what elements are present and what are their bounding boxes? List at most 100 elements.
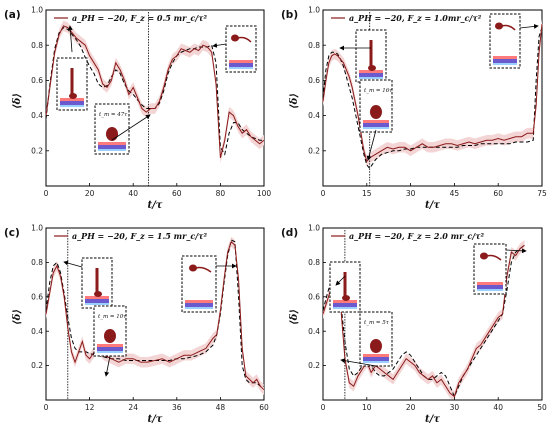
x-tick-label: 10 xyxy=(362,403,372,412)
inset-arrow xyxy=(519,24,539,29)
x-tick-label: 30 xyxy=(450,403,460,412)
snapshot-inset xyxy=(63,257,113,309)
x-tick-label: 0 xyxy=(44,403,49,412)
panel-c: 0 12 24 36 48 60 0.2 0.4 0.6 0.8 1.0 t/τ ⟨δ⟩ (c) a_PH … xyxy=(4,224,269,425)
y-tick-label: 0.6 xyxy=(31,76,43,85)
x-tick-label: 40 xyxy=(493,403,503,412)
snapshot-inset xyxy=(56,25,88,111)
x-tick-label: 36 xyxy=(172,403,182,412)
legend-text: a_PH = −20, F_z = 1.5 mr_c/τ² xyxy=(72,231,207,241)
substrate-layer xyxy=(85,299,109,303)
y-tick-label: 0.6 xyxy=(308,292,320,301)
substrate-layer xyxy=(185,303,213,307)
x-tick-label: 75 xyxy=(537,189,547,198)
inset-arrow xyxy=(340,358,377,367)
droplet-tail xyxy=(486,254,502,261)
snapshot-inset: t_m = 47τ xyxy=(94,103,151,155)
substrate-top-layer xyxy=(229,60,253,63)
substrate-bottom-layer xyxy=(477,289,503,291)
y-tick-label: 0.4 xyxy=(31,111,43,120)
x-tick-label: 0 xyxy=(321,403,326,412)
droplet-blob xyxy=(370,339,382,353)
droplet-column xyxy=(95,268,99,294)
substrate-top-layer xyxy=(98,142,126,145)
y-tick-label: 0.4 xyxy=(308,111,320,120)
substrate-top-layer xyxy=(363,120,389,123)
droplet-foot xyxy=(69,93,77,99)
substrate-layer xyxy=(97,347,123,351)
x-tick-label: 24 xyxy=(128,403,138,412)
substrate-layer xyxy=(363,123,389,127)
substrate-bottom-layer xyxy=(333,307,357,309)
x-tick-label: 45 xyxy=(450,189,460,198)
inset-arrow xyxy=(366,129,377,161)
y-axis-label: ⟨δ⟩ xyxy=(12,309,23,325)
x-axis-label: t/τ xyxy=(148,200,163,211)
legend-text: a_PH = −20, F_z = 0.5 mr_c/τ² xyxy=(72,13,207,23)
inset-time-label: t_m = 10τ xyxy=(98,314,127,320)
droplet-head xyxy=(189,264,197,272)
y-tick-label: 0.2 xyxy=(31,361,43,370)
series-sim-line xyxy=(322,24,543,163)
snapshot-inset xyxy=(339,29,387,83)
snapshot-inset: t_m = 10τ xyxy=(93,305,127,377)
droplet-head xyxy=(495,22,503,30)
inset-arrow xyxy=(67,25,73,53)
x-tick-label: 40 xyxy=(128,189,138,198)
substrate-layer xyxy=(493,59,517,63)
x-tick-label: 0 xyxy=(321,189,326,198)
snapshot-inset xyxy=(212,25,257,73)
panel-a: 0 20 40 60 80 100 0.2 0.4 0.6 0.8 1.0 t/τ ⟨δ⟩ (a) a_PH… xyxy=(4,6,271,211)
series-model-line xyxy=(45,239,264,387)
legend-text: a_PH = −20, F_z = 2.0 mr_c/τ² xyxy=(349,231,484,241)
substrate-bottom-layer xyxy=(359,77,383,79)
y-axis-label: ⟨δ⟩ xyxy=(289,93,300,109)
x-tick-label: 50 xyxy=(537,403,547,412)
x-tick-label: 0 xyxy=(44,189,49,198)
y-tick-label: 0.2 xyxy=(31,146,43,155)
snapshot-inset xyxy=(181,255,237,313)
x-tick-label: 60 xyxy=(172,189,182,198)
droplet-foot xyxy=(342,295,350,301)
x-axis-label: t/τ xyxy=(425,200,440,211)
x-axis-label: t/τ xyxy=(425,414,440,425)
series-sim-line xyxy=(45,240,265,391)
snapshot-inset xyxy=(489,13,539,69)
sim-error-band xyxy=(46,236,264,395)
y-tick-label: 0.8 xyxy=(308,258,320,267)
snapshot-inset xyxy=(329,261,361,313)
substrate-top-layer xyxy=(477,282,503,285)
droplet-column xyxy=(369,40,373,68)
x-tick-label: 20 xyxy=(406,403,416,412)
y-tick-label: 0.8 xyxy=(308,41,320,50)
inset-arrow xyxy=(505,248,527,254)
substrate-bottom-layer xyxy=(98,149,126,151)
droplet-foot xyxy=(368,65,376,71)
x-tick-label: 12 xyxy=(85,403,95,412)
substrate-layer xyxy=(477,285,503,289)
y-tick-label: 0.4 xyxy=(308,327,320,336)
series-model-line xyxy=(322,27,543,170)
x-tick-label: 100 xyxy=(257,189,272,198)
substrate-layer xyxy=(359,73,383,77)
y-tick-label: 0.8 xyxy=(31,258,43,267)
substrate-top-layer xyxy=(333,300,357,303)
substrate-top-layer xyxy=(363,354,389,357)
y-tick-label: 1.0 xyxy=(31,6,43,15)
substrate-top-layer xyxy=(185,300,213,303)
snapshot-inset xyxy=(473,243,527,295)
substrate-bottom-layer xyxy=(363,127,389,129)
series-sim-line xyxy=(322,244,525,398)
x-tick-label: 60 xyxy=(259,403,269,412)
y-tick-label: 0.8 xyxy=(31,41,43,50)
droplet-blob xyxy=(370,105,382,119)
inset-time-label: t_m = 47τ xyxy=(99,112,128,118)
droplet-head xyxy=(231,34,239,42)
inset-arrow xyxy=(104,355,111,377)
substrate-bottom-layer xyxy=(493,63,517,65)
substrate-bottom-layer xyxy=(229,67,253,69)
substrate-bottom-layer xyxy=(97,351,123,353)
y-tick-label: 1.0 xyxy=(308,224,320,233)
substrate-layer xyxy=(333,303,357,307)
